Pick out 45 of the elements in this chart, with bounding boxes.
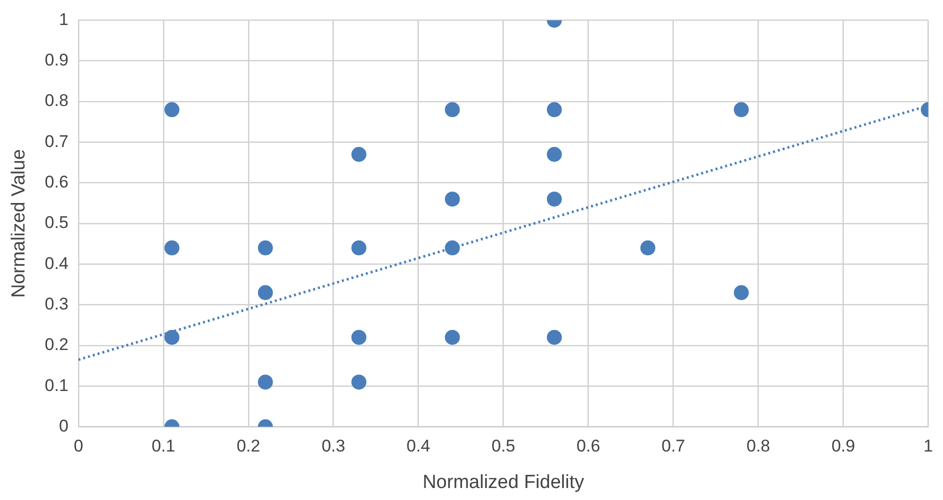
- point: [164, 102, 180, 118]
- x-tick-label: 0.9: [831, 436, 856, 456]
- point: [640, 240, 656, 256]
- point: [546, 330, 562, 345]
- y-tick-label: 0.5: [44, 213, 68, 232]
- point: [258, 240, 273, 256]
- y-tick-label: 0.8: [44, 91, 68, 110]
- point: [444, 240, 460, 256]
- x-tick-label: 0.6: [576, 436, 600, 456]
- point: [546, 102, 562, 118]
- y-tick-label: 1: [58, 10, 68, 29]
- x-axis-title: Normalized Fidelity: [422, 472, 585, 493]
- x-tick-label: 0.5: [492, 436, 516, 456]
- y-tick-label: 0.9: [44, 50, 68, 70]
- point: [351, 330, 366, 345]
- x-tick-label: 0.7: [662, 436, 686, 456]
- y-tick-label: 0.7: [44, 132, 68, 151]
- point: [164, 240, 180, 256]
- x-tick-label: 1: [924, 436, 934, 456]
- point: [351, 146, 366, 162]
- x-tick-label: 0: [74, 436, 84, 456]
- x-tick-label: 0.8: [746, 436, 770, 456]
- y-tick-label: 0: [58, 416, 68, 436]
- y-tick-label: 0.6: [44, 172, 68, 192]
- point: [258, 374, 273, 390]
- point: [546, 146, 562, 162]
- y-tick-label: 0.3: [44, 294, 68, 314]
- y-tick-label: 0.1: [44, 376, 68, 395]
- point: [444, 192, 460, 207]
- y-tick-label: 0.4: [44, 254, 68, 273]
- point: [444, 330, 460, 345]
- point: [546, 192, 562, 207]
- point: [444, 102, 460, 118]
- x-tick-label: 0.1: [152, 436, 176, 456]
- point: [734, 102, 749, 118]
- x-tick-label: 0.4: [406, 436, 430, 456]
- point: [258, 285, 273, 300]
- x-tick-label: 0.3: [322, 436, 346, 456]
- point: [734, 285, 749, 300]
- y-axis-title: Normalized Value: [8, 149, 30, 298]
- point: [351, 374, 366, 390]
- y-tick-label: 0.2: [44, 335, 68, 354]
- point: [351, 240, 366, 256]
- x-tick-label: 0.2: [236, 436, 260, 456]
- point: [164, 330, 180, 345]
